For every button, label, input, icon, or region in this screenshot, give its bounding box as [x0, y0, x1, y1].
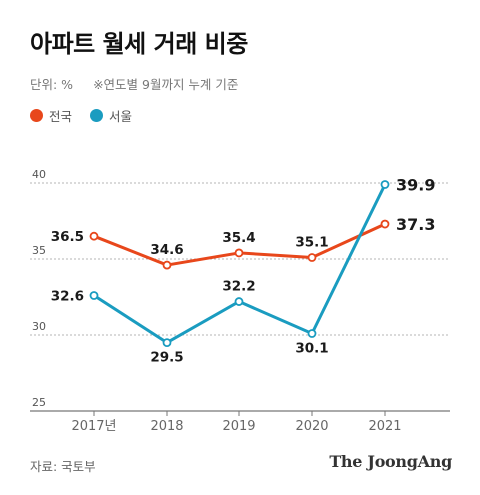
data-label: 37.3	[396, 215, 435, 234]
data-point	[307, 253, 317, 262]
legend-label-seoul: 서울	[109, 109, 133, 124]
data-point	[380, 180, 390, 189]
y-tick-label: 25	[32, 396, 46, 409]
legend-item-national: 전국	[30, 106, 72, 125]
x-tick-label: 2021	[368, 419, 401, 434]
data-label: 32.6	[51, 288, 84, 304]
data-point	[307, 329, 317, 338]
data-point	[89, 291, 99, 300]
data-label: 35.1	[295, 234, 328, 250]
x-tick-label: 2017년	[71, 419, 116, 434]
x-tick-label: 2020	[295, 419, 328, 434]
brand-logo: The JoongAng	[329, 452, 452, 471]
unit-label: 단위: %	[30, 77, 74, 92]
data-label: 34.6	[150, 242, 183, 258]
data-label: 35.4	[222, 230, 255, 246]
chart-title: 아파트 월세 거래 비중	[30, 30, 248, 58]
legend-dot-seoul	[90, 109, 104, 122]
x-tick-label: 2018	[150, 419, 183, 434]
legend-dot-national	[30, 109, 43, 122]
y-tick-label: 35	[32, 244, 46, 257]
data-label: 30.1	[295, 340, 328, 356]
data-point	[234, 248, 244, 258]
data-point	[162, 338, 172, 348]
x-tick-label: 2019	[222, 419, 255, 434]
data-point	[234, 297, 244, 306]
data-label: 32.2	[222, 279, 255, 295]
source-label: 자료: 국토부	[30, 459, 96, 474]
data-label: 39.9	[396, 176, 435, 195]
legend-item-seoul: 서울	[90, 106, 132, 125]
y-tick-label: 30	[32, 320, 46, 333]
series-line-seoul	[92, 183, 387, 345]
legend-label-national: 전국	[49, 109, 73, 124]
note-label: ※연도별 9월까지 누계 기준	[93, 77, 239, 92]
chart-subtitle: 단위: % ※연도별 9월까지 누계 기준	[30, 74, 238, 93]
data-point	[162, 260, 172, 270]
data-point	[380, 219, 390, 229]
data-label: 36.5	[51, 229, 84, 245]
legend: 전국 서울	[30, 106, 132, 125]
data-label: 29.5	[150, 350, 183, 366]
y-tick-label: 40	[32, 168, 46, 181]
data-point	[89, 231, 99, 241]
